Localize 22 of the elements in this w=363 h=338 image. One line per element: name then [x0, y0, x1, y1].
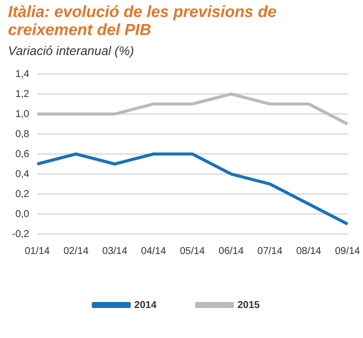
- x-tick-label: 02/14: [64, 246, 89, 257]
- x-tick-label: 07/14: [257, 246, 283, 257]
- x-tick-label: 04/14: [141, 246, 167, 257]
- y-tick-label: 0,0: [15, 208, 30, 220]
- legend-label: 2015: [238, 300, 260, 311]
- y-tick-label: 1,2: [15, 88, 30, 100]
- x-tick-label: 01/14: [24, 246, 50, 257]
- legend-label: 2014: [134, 300, 157, 311]
- chart-title: Itàlia: evolució de les previsions de creixement del PIB: [8, 4, 278, 40]
- y-tick-label: -0,2: [12, 228, 30, 240]
- y-tick-label: 0,6: [15, 148, 30, 160]
- x-tick-label: 03/14: [102, 246, 128, 257]
- chart-subtitle: Variació interanual (%): [8, 44, 134, 58]
- x-tick-label: 09/14: [334, 246, 360, 257]
- y-tick-label: 1,4: [15, 68, 30, 80]
- x-tick-label: 05/14: [180, 246, 206, 257]
- x-tick-label: 08/14: [296, 246, 322, 257]
- x-tick-label: 06/14: [218, 246, 244, 257]
- y-tick-label: 0,4: [15, 168, 30, 180]
- y-tick-label: 1,0: [15, 108, 30, 120]
- y-tick-label: 0,8: [15, 128, 30, 140]
- y-tick-label: 0,2: [15, 188, 30, 200]
